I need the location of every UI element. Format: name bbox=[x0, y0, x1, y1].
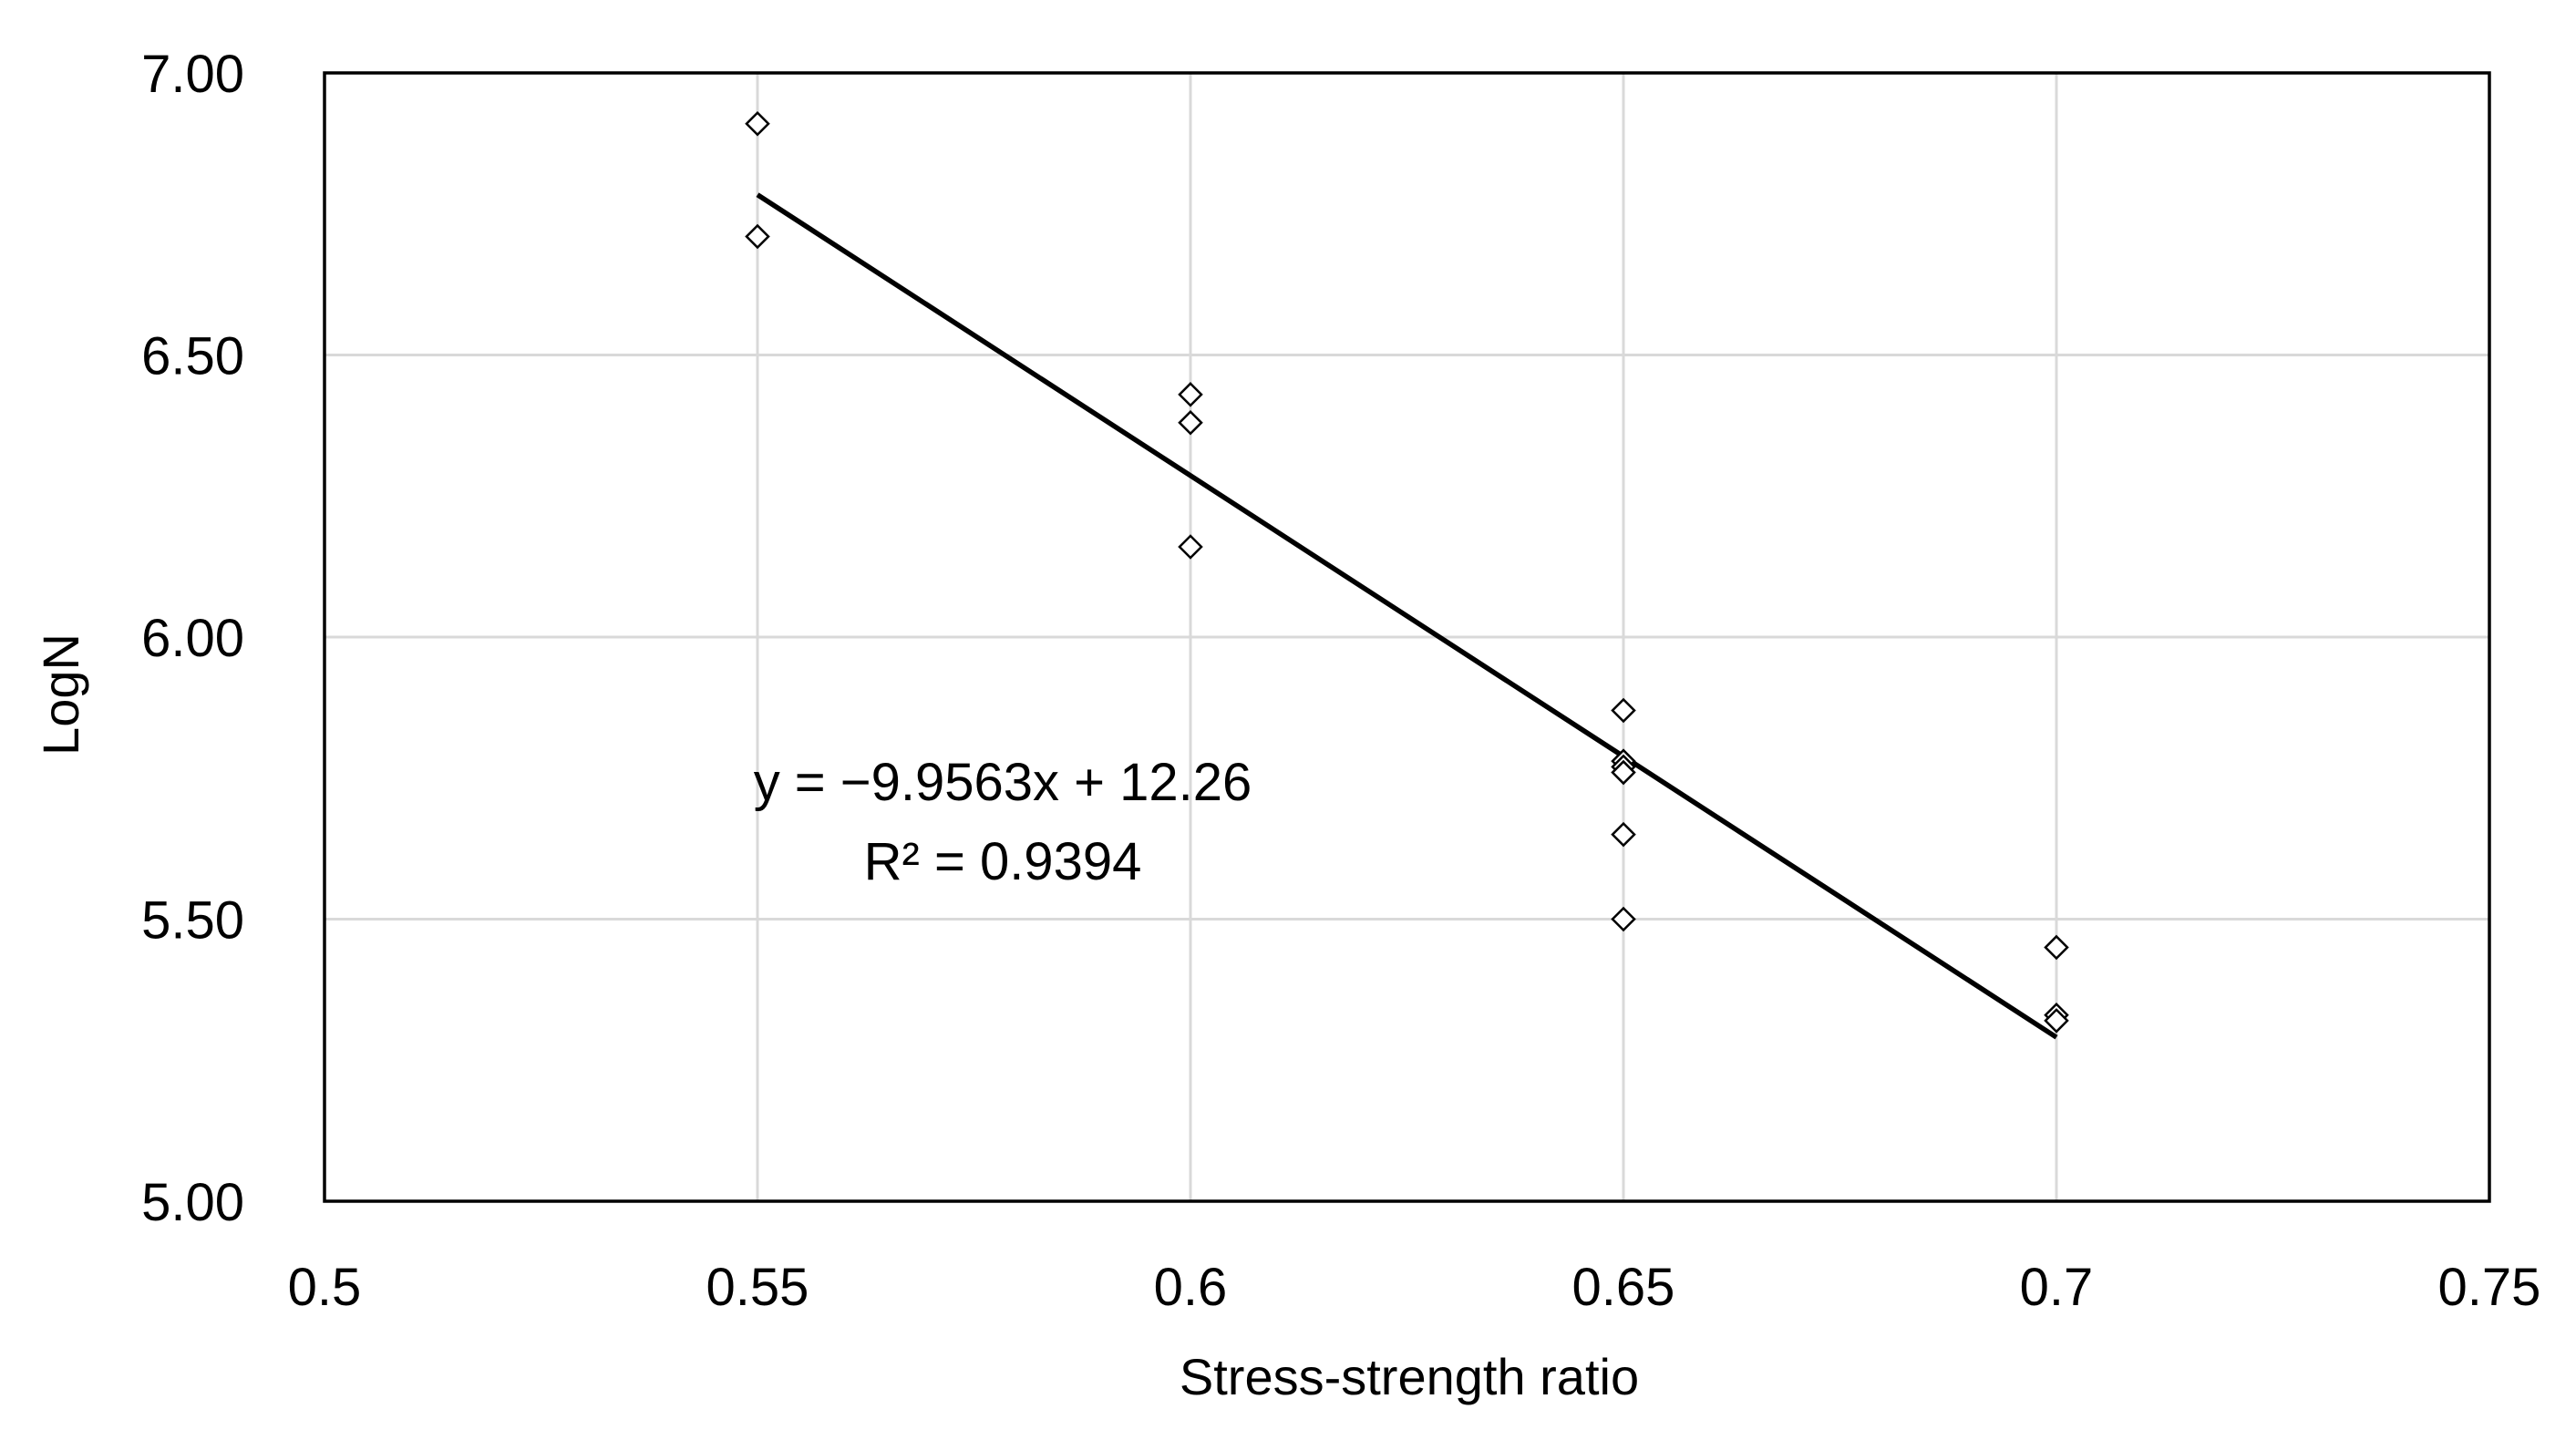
data-point bbox=[1611, 906, 1636, 932]
data-point bbox=[1178, 382, 1203, 407]
y-axis-tick-labels: 5.00 5.50 6.00 6.50 7.00 bbox=[141, 45, 244, 1232]
x-tick-label: 0.5 bbox=[288, 1258, 362, 1317]
x-tick-label: 0.7 bbox=[2020, 1258, 2094, 1317]
x-tick-label: 0.65 bbox=[1572, 1258, 1675, 1317]
data-point bbox=[2044, 934, 2069, 961]
y-tick-label: 5.50 bbox=[141, 891, 244, 951]
grid-lines bbox=[325, 73, 2489, 1201]
data-point bbox=[745, 110, 770, 137]
x-tick-label: 0.55 bbox=[706, 1258, 809, 1317]
data-point bbox=[1611, 821, 1636, 848]
y-tick-label: 5.00 bbox=[141, 1173, 244, 1232]
trendline-equation: y = −9.9563x + 12.26 bbox=[754, 753, 1252, 812]
y-tick-label: 6.00 bbox=[141, 609, 244, 668]
x-axis-title: Stress-strength ratio bbox=[1180, 1348, 1639, 1405]
y-tick-label: 6.50 bbox=[141, 327, 244, 386]
trendline-group bbox=[756, 192, 2058, 1040]
data-point bbox=[1611, 697, 1636, 724]
plot-area-border bbox=[323, 71, 2491, 1203]
trendline bbox=[756, 192, 2058, 1040]
y-axis-title: LogN bbox=[32, 633, 89, 756]
data-point bbox=[1178, 410, 1203, 436]
trendline-r-squared: R² = 0.9394 bbox=[864, 832, 1142, 891]
x-tick-label: 0.6 bbox=[1154, 1258, 1228, 1317]
data-point bbox=[1611, 759, 1636, 786]
x-tick-label: 0.75 bbox=[2438, 1258, 2541, 1317]
data-points bbox=[745, 110, 2069, 1034]
data-point bbox=[745, 223, 770, 250]
x-axis-tick-labels: 0.5 0.55 0.6 0.65 0.7 0.75 bbox=[288, 1258, 2541, 1317]
y-tick-label: 7.00 bbox=[141, 45, 244, 104]
data-point bbox=[2044, 1008, 2069, 1034]
data-point bbox=[1178, 534, 1203, 560]
